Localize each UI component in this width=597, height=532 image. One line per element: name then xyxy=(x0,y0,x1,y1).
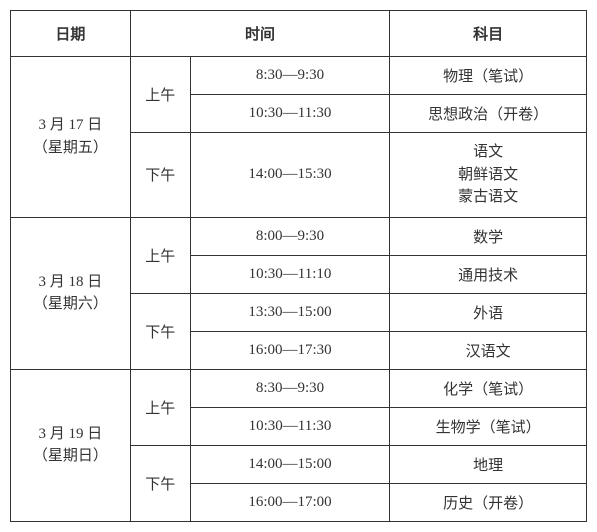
time-cell: 14:00—15:00 xyxy=(190,445,390,483)
subject-cell: 外语 xyxy=(390,293,587,331)
subject-text: 语文 xyxy=(473,144,503,160)
exam-schedule-table: 日期 时间 科目 3 月 17 日 （星期五） 上午 8:30—9:30 物理（… xyxy=(10,10,587,522)
weekday-text: （星期六） xyxy=(33,296,108,312)
subject-cell: 物理（笔试） xyxy=(390,57,587,95)
weekday-text: （星期日） xyxy=(33,448,108,464)
subject-cell: 数学 xyxy=(390,217,587,255)
weekday-text: （星期五） xyxy=(33,140,108,156)
table-row: 3 月 18 日 （星期六） 上午 8:00—9:30 数学 xyxy=(11,217,587,255)
date-text: 3 月 19 日 xyxy=(39,426,103,442)
period-cell: 上午 xyxy=(130,369,190,445)
time-cell: 13:30—15:00 xyxy=(190,293,390,331)
table-row: 3 月 19 日 （星期日） 上午 8:30—9:30 化学（笔试） xyxy=(11,369,587,407)
header-time: 时间 xyxy=(130,11,390,57)
header-date: 日期 xyxy=(11,11,131,57)
period-cell: 下午 xyxy=(130,293,190,369)
table-header-row: 日期 时间 科目 xyxy=(11,11,587,57)
date-cell: 3 月 18 日 （星期六） xyxy=(11,217,131,369)
subject-text: 蒙古语文 xyxy=(458,189,518,205)
date-cell: 3 月 19 日 （星期日） xyxy=(11,369,131,521)
time-cell: 16:00—17:30 xyxy=(190,331,390,369)
subject-cell: 通用技术 xyxy=(390,255,587,293)
period-cell: 上午 xyxy=(130,57,190,133)
period-cell: 下午 xyxy=(130,133,190,218)
time-cell: 8:30—9:30 xyxy=(190,369,390,407)
time-cell: 10:30—11:30 xyxy=(190,407,390,445)
time-cell: 8:00—9:30 xyxy=(190,217,390,255)
subject-cell: 化学（笔试） xyxy=(390,369,587,407)
subject-cell: 地理 xyxy=(390,445,587,483)
time-cell: 16:00—17:00 xyxy=(190,483,390,521)
time-cell: 8:30—9:30 xyxy=(190,57,390,95)
subject-cell: 生物学（笔试） xyxy=(390,407,587,445)
subject-cell: 历史（开卷） xyxy=(390,483,587,521)
subject-cell: 思想政治（开卷） xyxy=(390,95,587,133)
time-cell: 10:30—11:10 xyxy=(190,255,390,293)
table-row: 3 月 17 日 （星期五） 上午 8:30—9:30 物理（笔试） xyxy=(11,57,587,95)
period-cell: 上午 xyxy=(130,217,190,293)
date-text: 3 月 17 日 xyxy=(39,117,103,133)
header-subject: 科目 xyxy=(390,11,587,57)
subject-cell: 汉语文 xyxy=(390,331,587,369)
subject-text: 朝鲜语文 xyxy=(458,167,518,183)
date-cell: 3 月 17 日 （星期五） xyxy=(11,57,131,218)
time-cell: 14:00—15:30 xyxy=(190,133,390,218)
date-text: 3 月 18 日 xyxy=(39,274,103,290)
time-cell: 10:30—11:30 xyxy=(190,95,390,133)
period-cell: 下午 xyxy=(130,445,190,521)
subject-cell: 语文 朝鲜语文 蒙古语文 xyxy=(390,133,587,218)
